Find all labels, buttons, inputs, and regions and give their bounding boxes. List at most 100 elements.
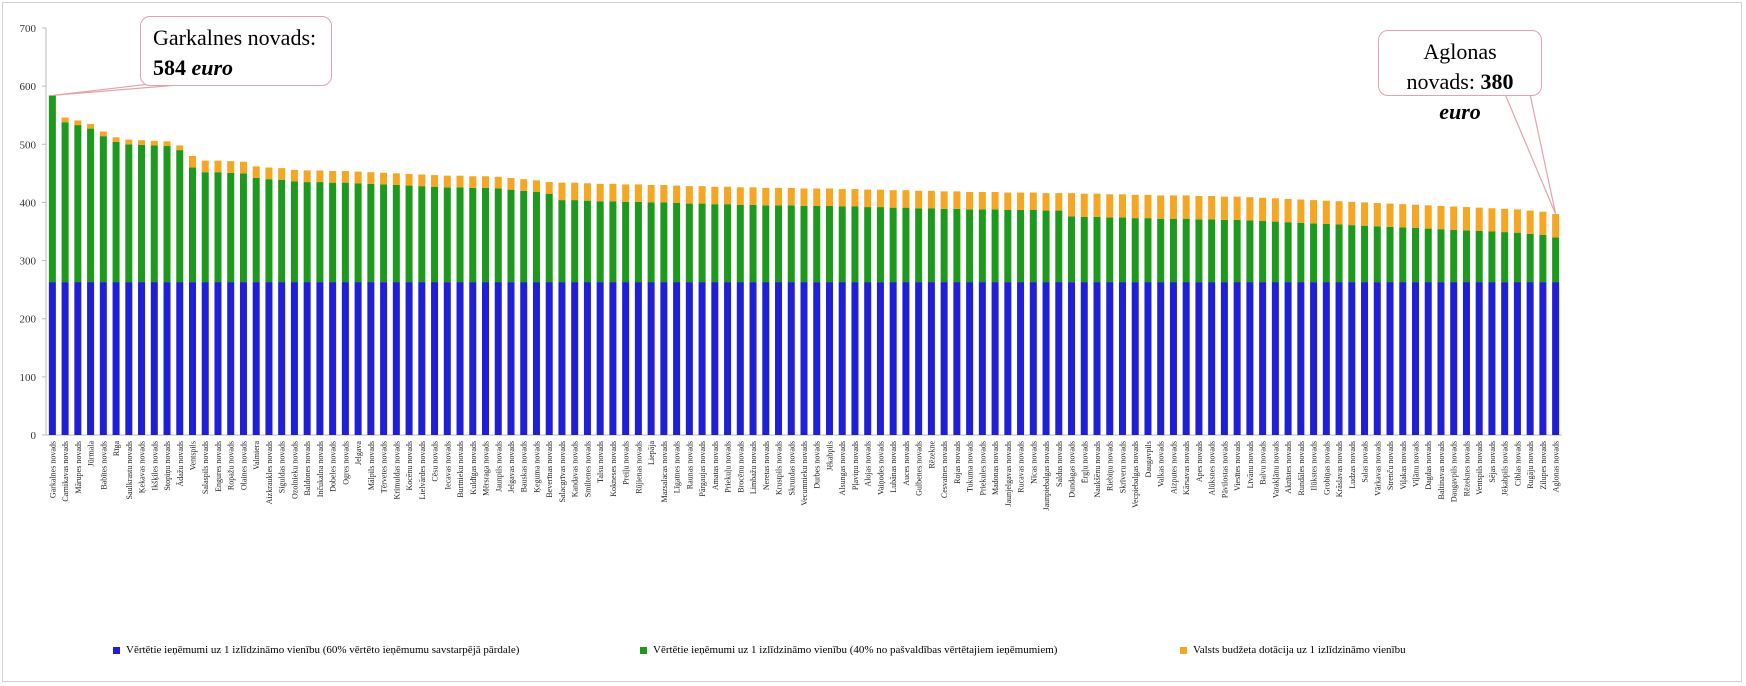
bar-segment xyxy=(239,161,247,174)
bar-segment xyxy=(125,144,133,283)
x-tick-label: Ķekavas novads xyxy=(138,441,148,493)
bar-segment xyxy=(431,186,439,283)
bar-segment xyxy=(163,141,171,147)
x-tick-label: Tukuma novads xyxy=(966,441,975,492)
bar-segment xyxy=(380,184,388,283)
legend-swatch xyxy=(113,646,120,654)
bar-segment xyxy=(991,191,999,210)
bar-segment xyxy=(1195,219,1203,283)
bar-segment xyxy=(1552,214,1560,238)
bar-segment xyxy=(227,172,235,283)
bar-segment xyxy=(482,187,490,283)
bar-segment xyxy=(367,183,375,283)
x-tick-label: Ciblas novads xyxy=(1513,441,1522,486)
bar-segment xyxy=(1526,210,1534,234)
bar-segment xyxy=(201,282,209,435)
legend-label: Vērtētie ieņēmumi uz 1 izlīdzināmo vienī… xyxy=(653,644,1058,656)
bar-segment xyxy=(1310,223,1318,283)
callout: Aglonas novads: 380 euro xyxy=(1378,30,1542,124)
bar-segment xyxy=(456,282,464,435)
bar-segment xyxy=(214,282,222,435)
bar-segment xyxy=(87,128,95,283)
bar-segment xyxy=(1093,282,1101,435)
bar-segment xyxy=(1182,218,1190,283)
callout-label: Garkalnes novads: xyxy=(153,25,317,50)
bar-segment xyxy=(112,282,120,435)
bar-segment xyxy=(1513,282,1521,435)
x-tick-label: Jūrmala xyxy=(87,441,96,467)
x-tick-label: Ķeguma novads xyxy=(532,441,542,493)
bar-segment xyxy=(469,176,477,188)
bar-segment xyxy=(138,282,146,435)
x-tick-label: Garkalnes novads xyxy=(48,441,57,498)
bar-segment xyxy=(278,179,286,283)
bar-segment xyxy=(851,206,859,283)
bar-segment xyxy=(915,282,923,435)
bar-segment xyxy=(1220,282,1228,435)
x-tick-label: Alsungas novads xyxy=(838,441,847,495)
bar-segment xyxy=(431,282,439,435)
x-tick-label: Aizkraukles novads xyxy=(265,441,274,504)
bar-segment xyxy=(61,122,69,283)
bar-segment xyxy=(1169,218,1177,283)
bar-segment xyxy=(953,282,961,435)
x-tick-label: Ludzas novads xyxy=(1348,441,1357,489)
bar-segment xyxy=(303,182,311,283)
x-tick-label: Brocēnu novads xyxy=(736,441,745,493)
bar-segment xyxy=(736,282,744,435)
bar-segment xyxy=(660,184,668,203)
x-tick-label: Viesītes novads xyxy=(1233,441,1242,491)
bar-segment xyxy=(545,182,553,194)
bar-segment xyxy=(1539,234,1547,283)
x-tick-label: Līvānu novads xyxy=(1246,441,1255,488)
bar-segment xyxy=(1080,282,1088,435)
bar-segment xyxy=(1552,237,1560,283)
bar-segment xyxy=(1386,226,1394,283)
callout-value: 584 xyxy=(153,55,186,80)
bar-segment xyxy=(456,175,464,188)
bar-segment xyxy=(685,282,693,435)
bar-segment xyxy=(864,207,872,283)
bar-segment xyxy=(596,282,604,435)
bar-segment xyxy=(775,187,783,206)
bar-segment xyxy=(469,282,477,435)
bar-segment xyxy=(392,173,400,185)
x-tick-label: Aizputes novads xyxy=(1169,441,1178,494)
bar-segment xyxy=(660,202,668,283)
bar-segment xyxy=(1284,282,1292,435)
bar-segment xyxy=(1169,282,1177,435)
bar-segment xyxy=(622,282,630,435)
bar-segment xyxy=(1029,209,1037,283)
bar-segment xyxy=(201,160,209,173)
bar-segment xyxy=(290,282,298,435)
x-tick-label: Salacgrīvas novads xyxy=(558,441,567,503)
x-tick-label: Valmiera xyxy=(252,441,261,470)
legend-swatch xyxy=(1180,646,1187,654)
bar-segment xyxy=(176,150,184,283)
bar-segment xyxy=(787,282,795,435)
bar-segment xyxy=(1310,200,1318,224)
bar-segment xyxy=(1361,282,1369,435)
x-tick-label: Aglonas novads xyxy=(1552,441,1561,492)
bar-segment xyxy=(1118,194,1126,218)
bar-segment xyxy=(1513,232,1521,283)
bar-segment xyxy=(1093,193,1101,217)
bar-segment xyxy=(583,200,591,283)
x-tick-label: Nīcas novads xyxy=(1029,441,1038,484)
callout-unit: euro xyxy=(1439,99,1481,124)
bar-segment xyxy=(1131,194,1139,219)
legend-label: Vērtētie ieņēmumi uz 1 izlīdzināmo vienī… xyxy=(126,644,520,656)
bar-segment xyxy=(1539,282,1547,435)
bar-segment xyxy=(316,282,324,435)
bar-segment xyxy=(724,282,732,435)
bar-segment xyxy=(443,282,451,435)
bar-segment xyxy=(800,205,808,283)
bar-segment xyxy=(673,185,681,204)
bar-segment xyxy=(1335,282,1343,435)
x-tick-label: Ropažu novads xyxy=(227,441,236,490)
bar-segment xyxy=(775,282,783,435)
x-tick-label: Alojas novads xyxy=(864,441,873,487)
bar-segment xyxy=(341,171,349,183)
bar-segment xyxy=(189,167,197,283)
bar-segment xyxy=(48,95,56,283)
